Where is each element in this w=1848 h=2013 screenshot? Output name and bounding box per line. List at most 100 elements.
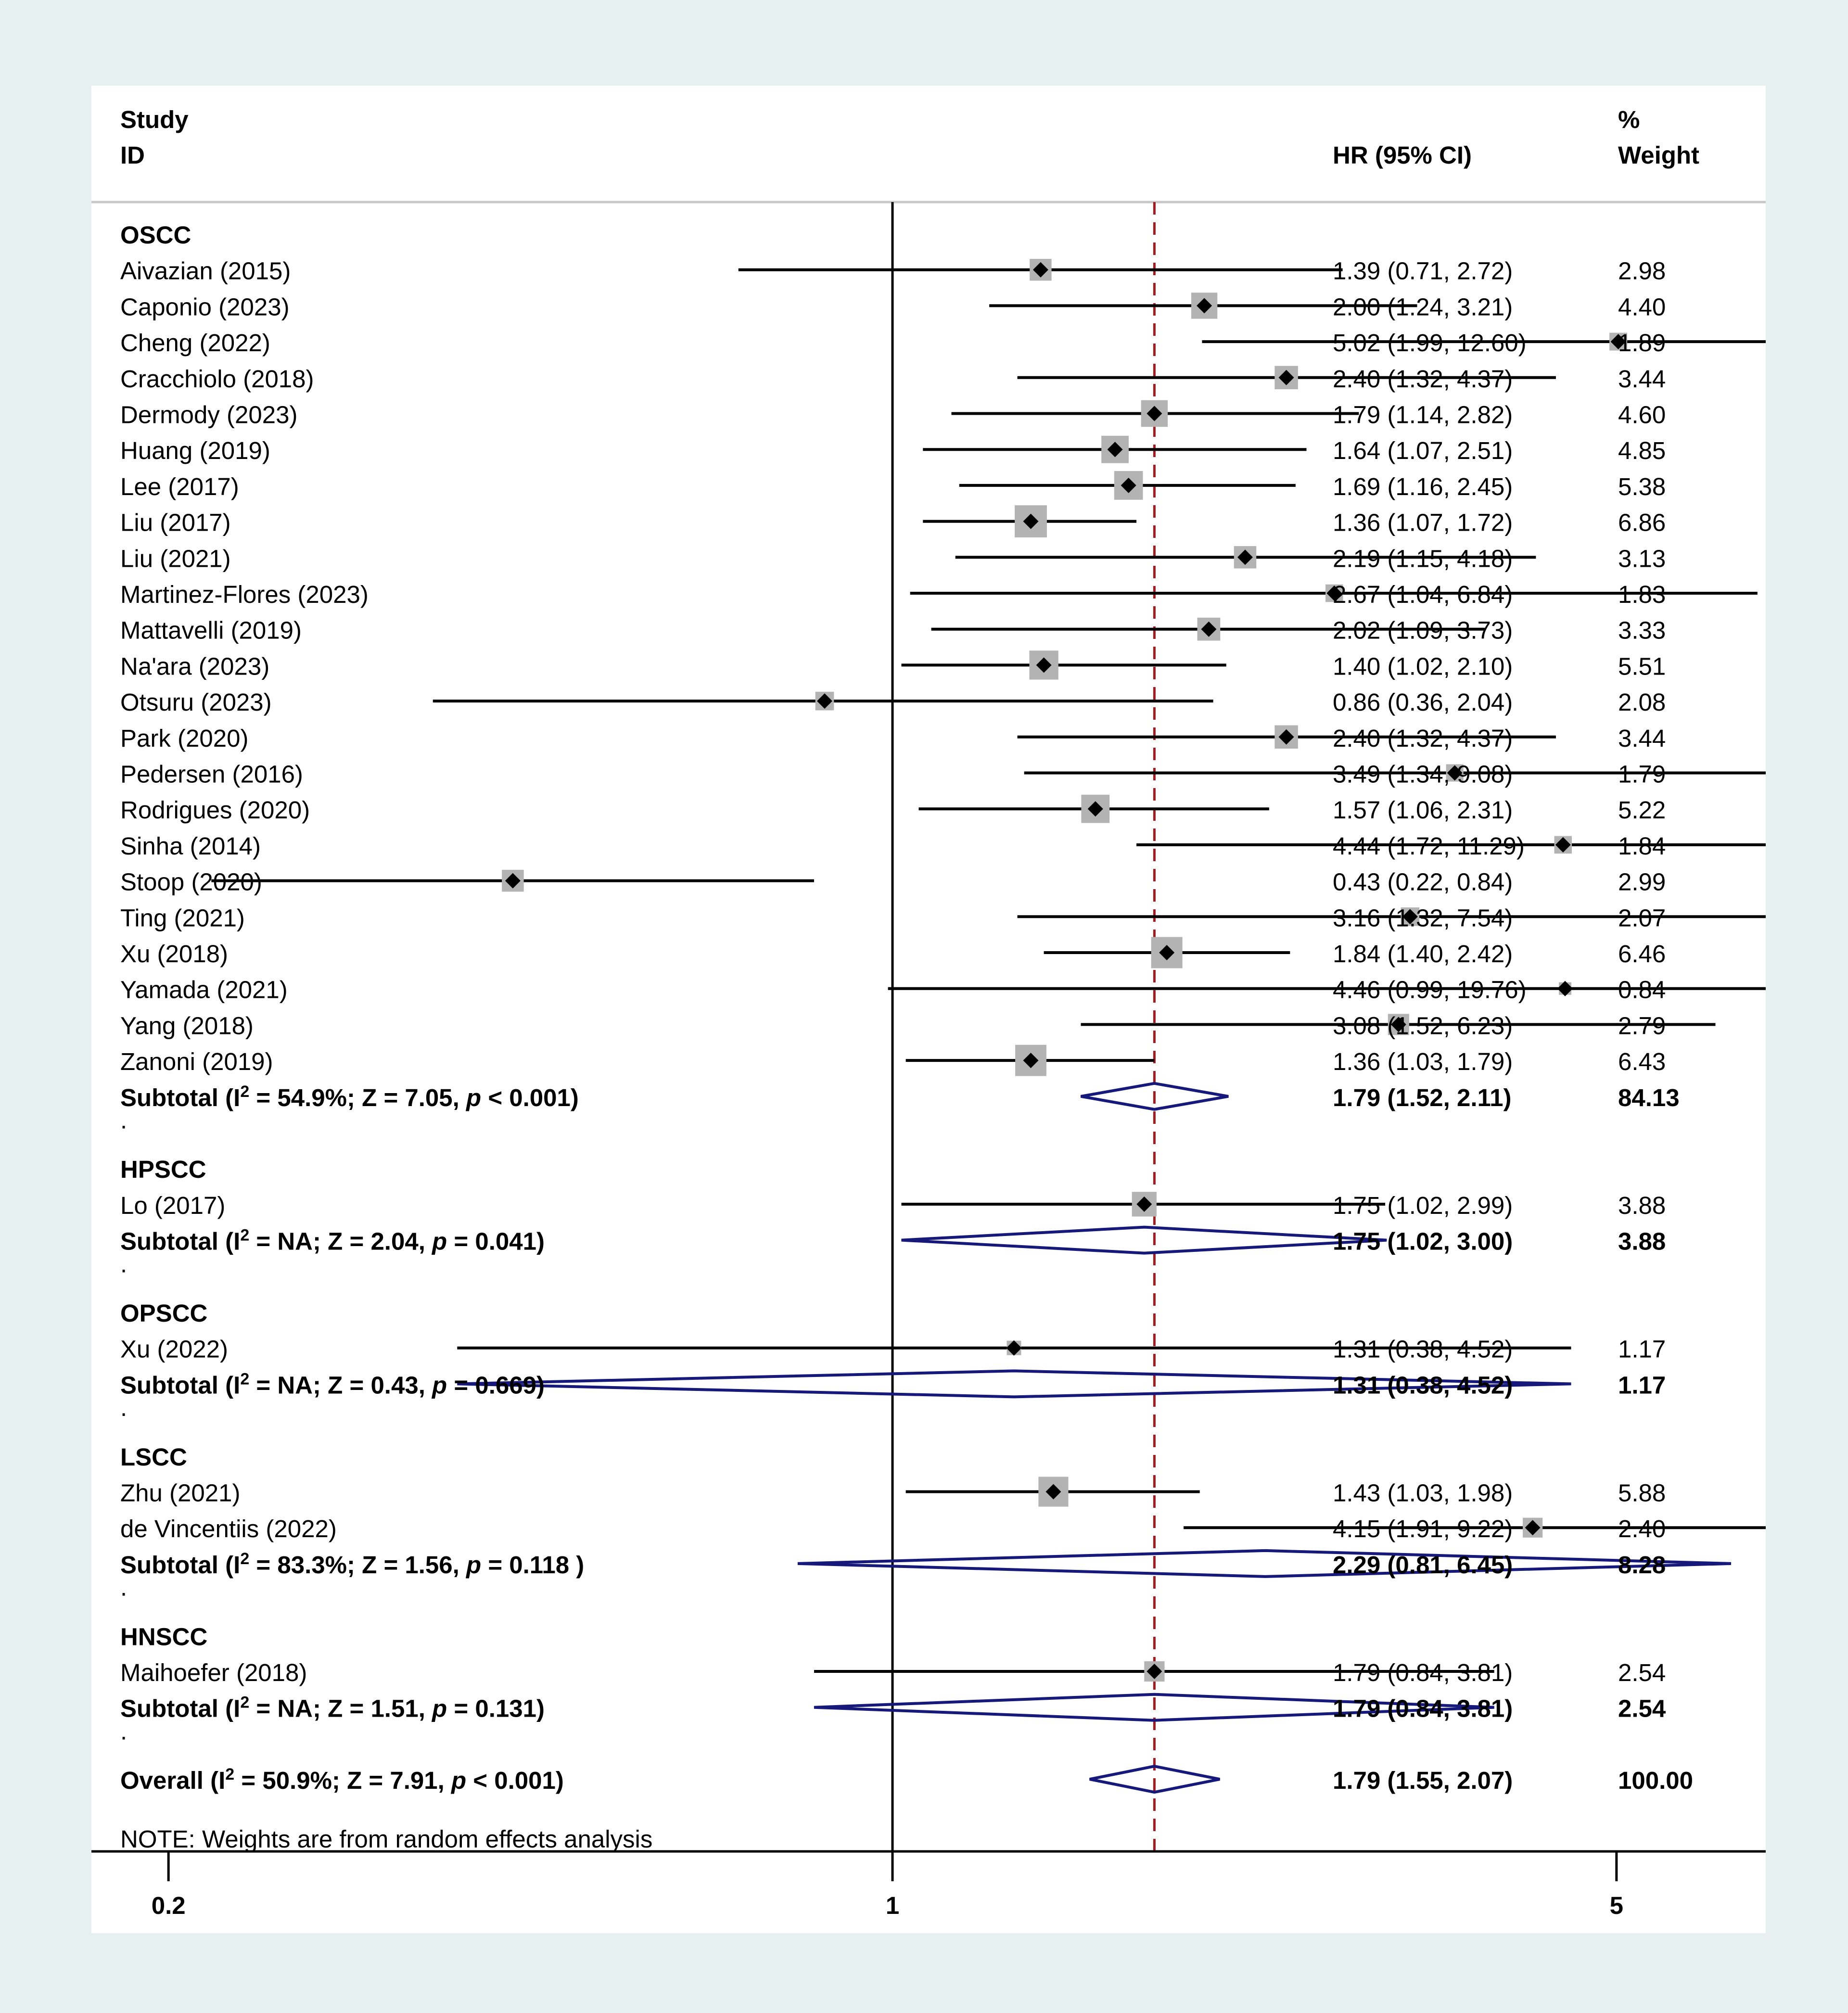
- point-estimate: [1555, 837, 1571, 853]
- hr-ci-value: 1.79 (0.84, 3.81): [1333, 1659, 1513, 1686]
- study-label: Zanoni (2019): [120, 1048, 273, 1075]
- subtotal-hr-ci: 1.31 (0.38, 4.52): [1333, 1371, 1513, 1399]
- weight-value: 1.83: [1618, 581, 1666, 608]
- weight-value: 1.89: [1618, 329, 1666, 357]
- hr-ci-value: 1.79 (1.14, 2.82): [1333, 401, 1513, 429]
- overall-hr-ci: 1.79 (1.55, 2.07): [1333, 1767, 1513, 1794]
- overall-diamond: [1089, 1765, 1220, 1794]
- group-separator: .: [120, 1107, 127, 1134]
- study-label: Rodrigues (2020): [120, 796, 310, 824]
- hr-ci-value: 0.43 (0.22, 0.84): [1333, 868, 1513, 896]
- subtotal-diamond: [814, 1693, 1494, 1722]
- study-label: Pedersen (2016): [120, 761, 303, 788]
- hr-ci-value: 3.16 (1.32, 7.54): [1333, 904, 1513, 931]
- study-label: Martinez-Flores (2023): [120, 581, 369, 608]
- study-label: Cheng (2022): [120, 329, 270, 357]
- subtotal-hr-ci: 1.75 (1.02, 3.00): [1333, 1228, 1513, 1255]
- weight-value: 2.40: [1618, 1515, 1666, 1542]
- point-estimate: [1121, 477, 1136, 493]
- point-estimate: [1390, 1017, 1406, 1032]
- weight-value: 3.88: [1618, 1192, 1666, 1219]
- point-estimate: [1023, 513, 1039, 529]
- weight-value: 2.79: [1618, 1012, 1666, 1039]
- subtotal-weight: 2.54: [1618, 1695, 1666, 1722]
- hr-ci-value: 2.02 (1.09, 3.73): [1333, 617, 1513, 644]
- point-estimate: [1036, 657, 1052, 673]
- weight-value: 5.38: [1618, 473, 1666, 500]
- group-label: HPSCC: [120, 1156, 206, 1183]
- hr-ci-value: 1.31 (0.38, 4.52): [1333, 1336, 1513, 1363]
- study-label: Lo (2017): [120, 1192, 225, 1219]
- point-estimate: [1525, 1520, 1541, 1536]
- study-label: de Vincentiis (2022): [120, 1515, 337, 1542]
- point-estimate: [1023, 1053, 1039, 1069]
- hr-ci-value: 1.43 (1.03, 1.98): [1333, 1479, 1513, 1507]
- hr-ci-value: 1.84 (1.40, 2.42): [1333, 940, 1513, 968]
- hr-ci-value: 2.40 (1.32, 4.37): [1333, 365, 1513, 393]
- point-estimate: [1107, 442, 1123, 458]
- subtotal-hr-ci: 1.79 (0.84, 3.81): [1333, 1695, 1513, 1722]
- weight-value: 2.54: [1618, 1659, 1666, 1686]
- point-estimate: [1237, 549, 1253, 565]
- hr-ci-value: 4.44 (1.72, 11.29): [1333, 832, 1525, 860]
- weight-value: 3.44: [1618, 365, 1666, 393]
- weight-value: 3.33: [1618, 617, 1666, 644]
- subtotal-label: Subtotal (I2 = 54.9%; Z = 7.05, p < 0.00…: [120, 1083, 579, 1111]
- subtotal-label: Subtotal (I2 = NA; Z = 0.43, p = 0.669): [120, 1370, 545, 1399]
- weight-value: 6.46: [1618, 940, 1666, 968]
- weight-value: 2.08: [1618, 688, 1666, 716]
- study-label: Liu (2021): [120, 545, 231, 572]
- weight-value: 1.79: [1618, 761, 1666, 788]
- group-label: LSCC: [120, 1443, 187, 1471]
- weight-value: 0.84: [1618, 976, 1666, 1004]
- subtotal-weight: 84.13: [1618, 1084, 1680, 1111]
- weight-value: 4.60: [1618, 401, 1666, 429]
- point-estimate: [1006, 1340, 1022, 1356]
- point-estimate: [1278, 369, 1294, 385]
- hr-ci-value: 5.02 (1.99, 12.60): [1333, 329, 1527, 357]
- point-estimate: [1610, 334, 1626, 350]
- weight-value: 1.84: [1618, 832, 1666, 860]
- point-estimate: [1147, 406, 1162, 421]
- study-label: Xu (2018): [120, 940, 228, 968]
- weight-value: 2.07: [1618, 904, 1666, 931]
- point-estimate: [1159, 945, 1175, 960]
- subtotal-label: Subtotal (I2 = 83.3%; Z = 1.56, p = 0.11…: [120, 1550, 584, 1579]
- forest-plot-figure: Study ID HR (95% CI)% Weight OSCC Aivazian (2…: [91, 86, 1766, 1933]
- study-label: Yamada (2021): [120, 976, 288, 1004]
- study-label: Sinha (2014): [120, 832, 261, 860]
- hr-ci-value: 4.15 (1.91, 9.22): [1333, 1515, 1513, 1542]
- point-estimate: [1557, 981, 1573, 996]
- point-estimate: [1197, 298, 1212, 314]
- overall-label: Overall (I2 = 50.9%; Z = 7.91, p < 0.001…: [120, 1765, 564, 1794]
- study-label: Caponio (2023): [120, 293, 290, 320]
- hr-ci-value: 1.40 (1.02, 2.10): [1333, 652, 1513, 680]
- weight-value: 5.88: [1618, 1479, 1666, 1507]
- x-tick-label: 0.2: [152, 1892, 186, 1919]
- study-label: Stoop (2020): [120, 868, 262, 896]
- study-label: Yang (2018): [120, 1012, 254, 1039]
- point-estimate: [1087, 801, 1103, 817]
- hr-ci-value: 3.08 (1.52, 6.23): [1333, 1012, 1513, 1039]
- point-estimate: [1136, 1196, 1152, 1212]
- weight-value: 6.86: [1618, 509, 1666, 536]
- study-label: Liu (2017): [120, 509, 231, 536]
- weight-value: 4.40: [1618, 293, 1666, 320]
- study-label: Lee (2017): [120, 473, 239, 500]
- study-label: Mattavelli (2019): [120, 617, 302, 644]
- hr-ci-value: 1.75 (1.02, 2.99): [1333, 1192, 1513, 1219]
- hr-ci-value: 2.40 (1.32, 4.37): [1333, 725, 1513, 752]
- hr-ci-value: 1.69 (1.16, 2.45): [1333, 473, 1513, 500]
- hr-ci-value: 1.64 (1.07, 2.51): [1333, 437, 1513, 464]
- subtotal-diamond: [1080, 1082, 1229, 1111]
- hr-ci-value: 2.19 (1.15, 4.18): [1333, 545, 1513, 572]
- study-label: Xu (2022): [120, 1336, 228, 1363]
- x-tick-label: 1: [886, 1892, 899, 1919]
- header-percent: %: [1618, 106, 1640, 133]
- header-weight: Weight: [1618, 141, 1699, 169]
- hr-ci-value: 1.57 (1.06, 2.31): [1333, 796, 1513, 824]
- study-label: Otsuru (2023): [120, 688, 272, 716]
- hr-ci-value: 2.00 (1.24, 3.21): [1333, 293, 1513, 320]
- point-estimate: [1278, 729, 1294, 745]
- header-id: ID: [120, 141, 145, 169]
